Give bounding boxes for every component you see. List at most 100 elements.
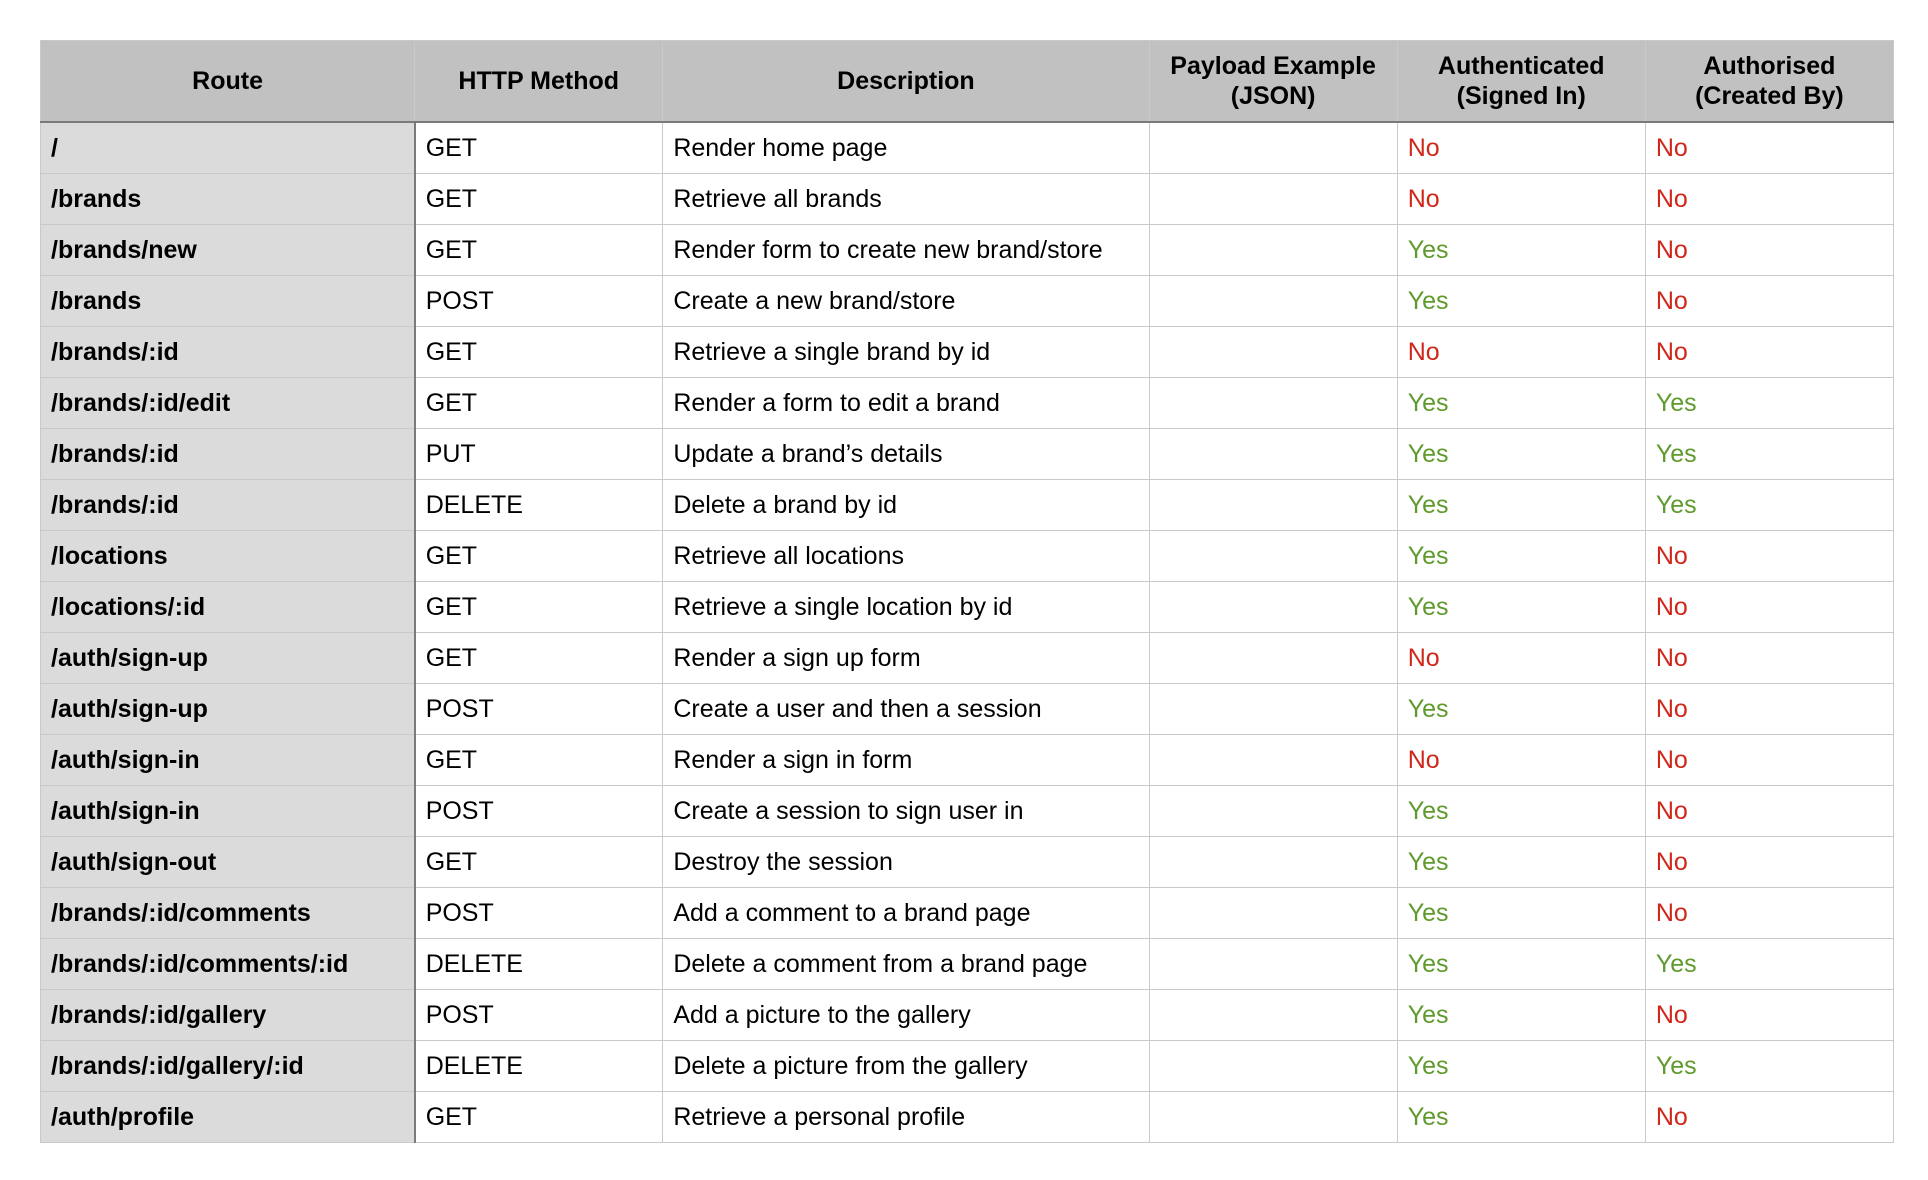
table-row: / GET Render home page No No: [39, 121, 1895, 174]
cell-description: Render a sign in form: [662, 734, 1150, 786]
cell-http-method: GET: [414, 734, 664, 786]
table-row: /auth/profile GET Retrieve a personal prof…: [39, 1091, 1895, 1143]
table-row: /brands/new GET Render form to create new …: [39, 224, 1895, 276]
cell-description: Retrieve all brands: [662, 173, 1150, 225]
cell-authenticated: Yes: [1396, 275, 1646, 327]
cell-payload: [1148, 734, 1398, 786]
header-route: Route: [39, 40, 416, 123]
cell-description: Render form to create new brand/store: [662, 224, 1150, 276]
cell-authenticated: Yes: [1396, 377, 1646, 429]
table-row: /auth/sign-out GET Destroy the session Yes N…: [39, 836, 1895, 888]
cell-authorised: No: [1644, 173, 1895, 225]
cell-authenticated: Yes: [1396, 224, 1646, 276]
cell-authorised: No: [1644, 1091, 1895, 1143]
routes-table-container: Route HTTP Method Description Payload Ex…: [39, 40, 1895, 1143]
cell-route: /auth/profile: [39, 1091, 416, 1143]
cell-route: /auth/sign-in: [39, 734, 416, 786]
cell-payload: [1148, 887, 1398, 939]
table-row: /brands/:id/comments/:id DELETE Delete a c…: [39, 938, 1895, 990]
cell-authorised: No: [1644, 224, 1895, 276]
table-row: /locations/:id GET Retrieve a single locat…: [39, 581, 1895, 633]
cell-http-method: GET: [414, 377, 664, 429]
cell-authorised: No: [1644, 836, 1895, 888]
cell-route: /brands/:id/gallery: [39, 989, 416, 1041]
cell-payload: [1148, 224, 1398, 276]
header-authorised: Authorised (Created By): [1644, 40, 1895, 123]
cell-payload: [1148, 785, 1398, 837]
table-row: /brands GET Retrieve all brands No No: [39, 173, 1895, 225]
header-row: Route HTTP Method Description Payload Ex…: [39, 40, 1895, 123]
cell-authorised: Yes: [1644, 479, 1895, 531]
cell-authorised: No: [1644, 530, 1895, 582]
cell-payload: [1148, 581, 1398, 633]
cell-authenticated: Yes: [1396, 887, 1646, 939]
cell-description: Retrieve all locations: [662, 530, 1150, 582]
cell-http-method: GET: [414, 326, 664, 378]
table-row: /auth/sign-up POST Create a user and then …: [39, 683, 1895, 735]
table-header: Route HTTP Method Description Payload Ex…: [39, 40, 1895, 123]
cell-http-method: GET: [414, 173, 664, 225]
table-row: /brands POST Create a new brand/store Yes No: [39, 275, 1895, 327]
cell-payload: [1148, 121, 1398, 174]
cell-authenticated: No: [1396, 326, 1646, 378]
cell-description: Destroy the session: [662, 836, 1150, 888]
cell-http-method: GET: [414, 121, 664, 174]
cell-payload: [1148, 377, 1398, 429]
cell-payload: [1148, 632, 1398, 684]
cell-authenticated: Yes: [1396, 479, 1646, 531]
cell-payload: [1148, 938, 1398, 990]
cell-authenticated: Yes: [1396, 785, 1646, 837]
cell-description: Delete a picture from the gallery: [662, 1040, 1150, 1092]
cell-payload: [1148, 326, 1398, 378]
cell-authenticated: Yes: [1396, 938, 1646, 990]
cell-route: /locations/:id: [39, 581, 416, 633]
cell-authenticated: No: [1396, 121, 1646, 174]
cell-payload: [1148, 479, 1398, 531]
cell-route: /brands/:id/edit: [39, 377, 416, 429]
table-row: /brands/:id/gallery POST Add a picture to …: [39, 989, 1895, 1041]
cell-authorised: No: [1644, 887, 1895, 939]
table-body: / GET Render home page No No/brands GET Retrie…: [39, 121, 1895, 1143]
cell-description: Render a form to edit a brand: [662, 377, 1150, 429]
cell-description: Retrieve a personal profile: [662, 1091, 1150, 1143]
cell-route: /brands/:id: [39, 326, 416, 378]
cell-authenticated: No: [1396, 734, 1646, 786]
cell-http-method: POST: [414, 275, 664, 327]
cell-authorised: No: [1644, 734, 1895, 786]
cell-route: /brands/new: [39, 224, 416, 276]
cell-authorised: Yes: [1644, 1040, 1895, 1092]
cell-http-method: GET: [414, 530, 664, 582]
cell-authorised: No: [1644, 989, 1895, 1041]
cell-payload: [1148, 428, 1398, 480]
cell-authorised: No: [1644, 632, 1895, 684]
table-row: /brands/:id/edit GET Render a form to edit…: [39, 377, 1895, 429]
header-payload-example: Payload Example (JSON): [1148, 40, 1398, 123]
cell-authorised: No: [1644, 326, 1895, 378]
table-row: /brands/:id/comments POST Add a comment to…: [39, 887, 1895, 939]
cell-authenticated: Yes: [1396, 683, 1646, 735]
cell-payload: [1148, 173, 1398, 225]
cell-authenticated: No: [1396, 173, 1646, 225]
table-row: /auth/sign-in GET Render a sign in form No N…: [39, 734, 1895, 786]
cell-authenticated: Yes: [1396, 989, 1646, 1041]
cell-description: Delete a comment from a brand page: [662, 938, 1150, 990]
cell-payload: [1148, 1091, 1398, 1143]
cell-route: /brands/:id/comments: [39, 887, 416, 939]
cell-payload: [1148, 1040, 1398, 1092]
cell-authorised: No: [1644, 683, 1895, 735]
cell-description: Create a session to sign user in: [662, 785, 1150, 837]
table-row: /brands/:id PUT Update a brand’s details Ye…: [39, 428, 1895, 480]
cell-authorised: No: [1644, 275, 1895, 327]
cell-route: /auth/sign-out: [39, 836, 416, 888]
cell-route: /auth/sign-in: [39, 785, 416, 837]
cell-http-method: GET: [414, 836, 664, 888]
cell-payload: [1148, 836, 1398, 888]
cell-http-method: GET: [414, 632, 664, 684]
cell-authenticated: Yes: [1396, 1040, 1646, 1092]
cell-authenticated: Yes: [1396, 530, 1646, 582]
cell-description: Add a comment to a brand page: [662, 887, 1150, 939]
cell-description: Render a sign up form: [662, 632, 1150, 684]
cell-http-method: DELETE: [414, 479, 664, 531]
cell-authenticated: Yes: [1396, 1091, 1646, 1143]
header-description: Description: [662, 40, 1150, 123]
